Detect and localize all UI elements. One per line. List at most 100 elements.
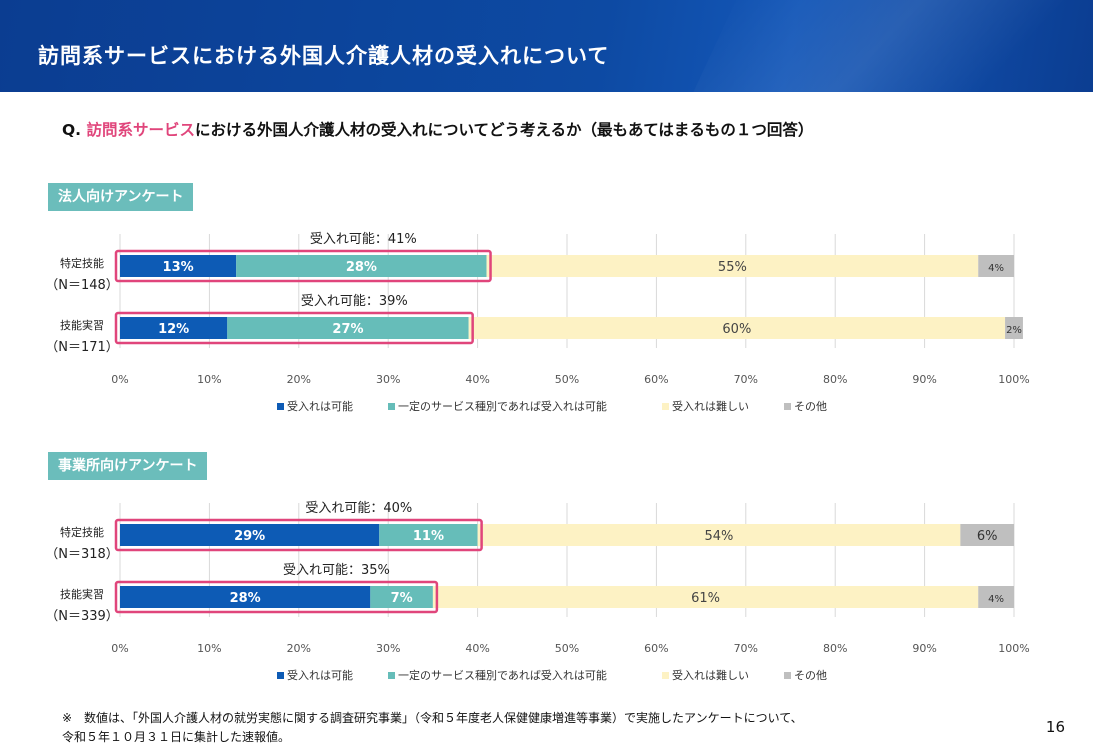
bar-segment xyxy=(120,586,371,608)
bar-segment xyxy=(120,255,237,277)
footnote-line-2: 令和５年１０月３１日に集計した速報値。 xyxy=(62,730,291,744)
data-label: 61% xyxy=(691,591,720,606)
bar-segment xyxy=(960,524,1014,546)
data-label: 7% xyxy=(391,591,413,606)
page-title: 訪問系サービスにおける外国人介護人材の受入れについて xyxy=(38,44,610,68)
x-tick-label: 60% xyxy=(644,373,668,386)
x-tick-label: 70% xyxy=(734,642,758,655)
legend-swatch xyxy=(662,403,669,410)
data-label: 28% xyxy=(230,591,261,606)
legend-label: 受入れは可能 xyxy=(287,399,353,413)
question-prefix: Q. xyxy=(62,121,87,139)
data-label: 4% xyxy=(988,263,1004,274)
question-text: Q. 訪問系サービスにおける外国人介護人材の受入れについてどう考えるか（最もあて… xyxy=(62,118,813,140)
category-label: 技能実習 xyxy=(60,318,104,332)
category-n-label: （N＝339） xyxy=(45,609,119,624)
legend-swatch xyxy=(277,403,284,410)
x-tick-label: 100% xyxy=(998,373,1029,386)
data-label: 27% xyxy=(332,322,363,337)
bar-segment xyxy=(379,524,478,546)
legend-label: 受入れは可能 xyxy=(287,668,353,682)
x-tick-label: 80% xyxy=(823,642,847,655)
legend-label: 受入れは難しい xyxy=(672,669,749,682)
legend-swatch xyxy=(388,672,395,679)
section-label-office: 事業所向けアンケート xyxy=(48,452,208,480)
legend-label: 一定のサービス種別であれば受入れは可能 xyxy=(398,668,607,682)
x-tick-label: 20% xyxy=(287,373,311,386)
acceptable-highlight-box xyxy=(114,311,474,345)
category-label: 特定技能 xyxy=(60,525,104,539)
data-label: 4% xyxy=(988,594,1004,605)
acceptable-total-label: 受入れ可能：35% xyxy=(283,563,390,578)
corporate-survey-chart: 0% 10% 20% 30% 40% 50% 60% 70% 80% 90% 100% 特定技能 （N＝… xyxy=(45,232,1030,413)
x-tick-label: 60% xyxy=(644,642,668,655)
bar-segment xyxy=(477,524,961,546)
data-label: 6% xyxy=(977,529,998,544)
x-tick-label: 10% xyxy=(197,373,221,386)
x-tick-label: 0% xyxy=(111,642,128,655)
category-label: 特定技能 xyxy=(60,256,104,270)
data-label: 55% xyxy=(718,260,747,275)
bar-segment xyxy=(978,255,1014,277)
data-label: 29% xyxy=(234,529,265,544)
x-tick-label: 30% xyxy=(376,642,400,655)
legend-swatch xyxy=(662,672,669,679)
x-tick-label: 20% xyxy=(287,642,311,655)
x-tick-label: 80% xyxy=(823,373,847,386)
category-n-label: （N＝148） xyxy=(45,278,119,293)
legend-label: その他 xyxy=(794,669,827,682)
bar-segment xyxy=(120,524,380,546)
header-decoration xyxy=(680,0,1093,92)
x-tick-label: 40% xyxy=(465,373,489,386)
question-highlight: 訪問系サービス xyxy=(86,121,195,139)
x-tick-label: 10% xyxy=(197,642,221,655)
legend-swatch xyxy=(388,403,395,410)
x-tick-label: 50% xyxy=(555,642,579,655)
acceptable-total-label: 受入れ可能：41% xyxy=(310,232,417,247)
x-tick-label: 90% xyxy=(912,642,936,655)
footnote-line-1: ※ 数値は、「外国人介護人材の就労実態に関する調査研究事業」（令和５年度老人保健… xyxy=(62,711,803,725)
legend-label: その他 xyxy=(794,400,827,413)
x-tick-label: 70% xyxy=(734,373,758,386)
data-label: 11% xyxy=(413,529,444,544)
data-label: 12% xyxy=(158,322,189,337)
x-tick-label: 30% xyxy=(376,373,400,386)
acceptable-highlight-box xyxy=(114,580,439,614)
legend-swatch xyxy=(784,403,791,410)
data-label: 60% xyxy=(722,322,751,337)
bar-segment xyxy=(1005,317,1023,339)
legend-label: 一定のサービス種別であれば受入れは可能 xyxy=(398,399,607,413)
bar-segment xyxy=(432,586,979,608)
page-header: 訪問系サービスにおける外国人介護人材の受入れについて xyxy=(0,0,1093,92)
x-tick-label: 100% xyxy=(998,642,1029,655)
footnote: ※ 数値は、「外国人介護人材の就労実態に関する調査研究事業」（令和５年度老人保健… xyxy=(62,709,803,747)
bar-segment xyxy=(468,317,1006,339)
acceptable-total-label: 受入れ可能：40% xyxy=(305,501,412,516)
data-label: 13% xyxy=(163,260,194,275)
category-label: 技能実習 xyxy=(60,587,104,601)
bar-segment xyxy=(120,317,228,339)
data-label: 2% xyxy=(1006,325,1022,336)
x-tick-label: 50% xyxy=(555,373,579,386)
acceptable-total-label: 受入れ可能：39% xyxy=(301,294,408,309)
bar-segment xyxy=(370,586,433,608)
category-n-label: （N＝171） xyxy=(45,340,119,355)
page-number: 16 xyxy=(1045,718,1065,736)
acceptable-highlight-box xyxy=(114,249,492,283)
bar-segment xyxy=(236,255,487,277)
category-n-label: （N＝318） xyxy=(45,547,119,562)
legend-swatch xyxy=(784,672,791,679)
bar-segment xyxy=(486,255,979,277)
legend-swatch xyxy=(277,672,284,679)
question-rest: における外国人介護人材の受入れについてどう考えるか（最もあてはまるもの１つ回答） xyxy=(194,121,814,139)
bar-segment xyxy=(978,586,1014,608)
data-label: 54% xyxy=(705,529,734,544)
x-tick-label: 90% xyxy=(912,373,936,386)
data-label: 28% xyxy=(346,260,377,275)
x-tick-label: 0% xyxy=(111,373,128,386)
bar-segment xyxy=(227,317,469,339)
section-label-corporate: 法人向けアンケート xyxy=(48,183,194,211)
x-tick-label: 40% xyxy=(465,642,489,655)
acceptable-highlight-box xyxy=(114,518,483,552)
legend-label: 受入れは難しい xyxy=(672,400,749,413)
